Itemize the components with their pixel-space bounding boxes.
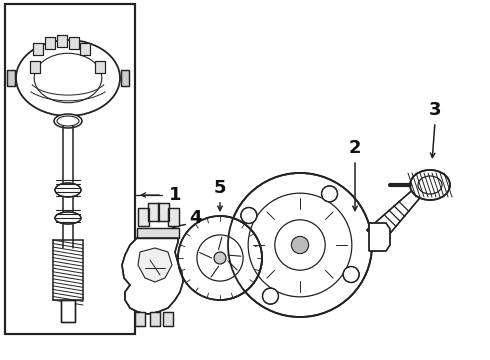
Bar [163, 312, 173, 326]
Bar [45, 37, 55, 49]
Circle shape [228, 173, 372, 317]
Bar [163, 312, 173, 326]
Circle shape [292, 237, 309, 254]
Polygon shape [138, 248, 172, 282]
Bar [30, 61, 40, 73]
Polygon shape [367, 186, 423, 244]
Polygon shape [369, 223, 390, 251]
Bar [69, 37, 79, 49]
Bar [7, 70, 15, 86]
Bar [95, 61, 105, 73]
Bar [138, 208, 149, 226]
Ellipse shape [16, 40, 120, 116]
Circle shape [263, 288, 278, 304]
Bar [168, 208, 179, 226]
Bar [95, 61, 105, 73]
Bar [7, 70, 15, 86]
Text: 5: 5 [214, 179, 226, 197]
Bar [135, 312, 145, 326]
Circle shape [178, 216, 262, 300]
Bar [158, 203, 169, 221]
Circle shape [321, 186, 338, 202]
Bar [5, 4, 135, 334]
Bar [137, 228, 179, 238]
Ellipse shape [55, 212, 81, 224]
Bar [168, 208, 179, 226]
Bar [150, 312, 160, 326]
Bar [121, 70, 129, 86]
Text: 4: 4 [189, 209, 201, 227]
Bar [61, 300, 75, 322]
Bar [138, 208, 149, 226]
Bar [121, 70, 129, 86]
Bar [80, 43, 90, 55]
Bar [80, 43, 90, 55]
Bar [5, 4, 135, 334]
Bar [57, 35, 67, 47]
Text: 1: 1 [169, 186, 181, 204]
Bar [137, 228, 179, 238]
Bar [33, 43, 43, 55]
Bar [158, 203, 169, 221]
Text: 3: 3 [429, 101, 441, 119]
Bar [150, 312, 160, 326]
Bar [148, 203, 159, 221]
Bar [148, 203, 159, 221]
Bar [135, 312, 145, 326]
Circle shape [214, 252, 226, 264]
Ellipse shape [410, 170, 450, 200]
Bar [57, 35, 67, 47]
Ellipse shape [54, 114, 82, 128]
Bar [45, 37, 55, 49]
Ellipse shape [55, 183, 81, 197]
Polygon shape [122, 238, 183, 314]
Bar [30, 61, 40, 73]
Circle shape [343, 266, 359, 283]
Text: 2: 2 [349, 139, 361, 157]
Bar [33, 43, 43, 55]
Circle shape [241, 207, 257, 224]
Bar [61, 300, 75, 322]
Bar [69, 37, 79, 49]
